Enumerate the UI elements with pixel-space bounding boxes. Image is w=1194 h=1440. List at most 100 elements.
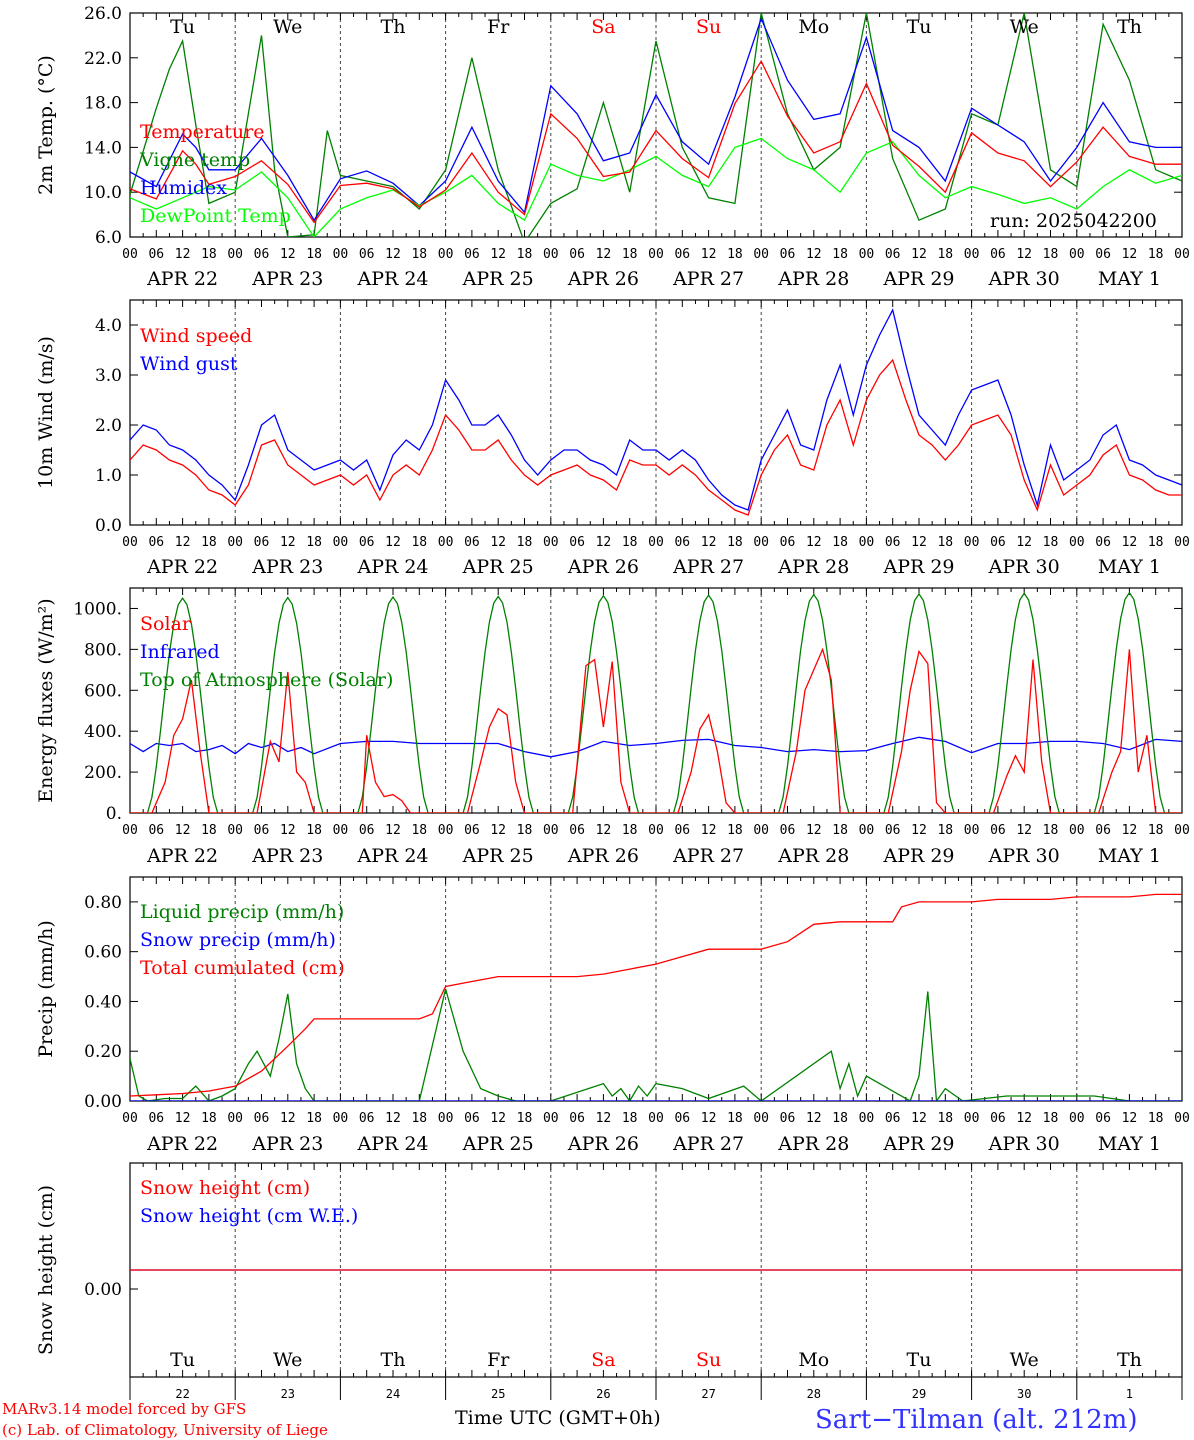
hour-tick-label: 12 — [385, 535, 401, 550]
hour-tick-label: 18 — [201, 535, 217, 550]
date-label: APR 23 — [251, 1133, 323, 1155]
hour-tick-label: 00 — [859, 247, 875, 262]
hour-tick-label: 18 — [1148, 247, 1164, 262]
weekday-label: Tu — [907, 16, 932, 38]
hour-tick-label: 18 — [411, 1111, 427, 1126]
hour-tick-label: 06 — [990, 535, 1006, 550]
day-number-label: 24 — [386, 1387, 400, 1401]
hour-tick-label: 12 — [596, 247, 612, 262]
series-line-humidex — [130, 16, 1182, 222]
hour-tick-label: 18 — [1148, 535, 1164, 550]
hour-tick-label: 12 — [701, 247, 717, 262]
hour-tick-label: 12 — [490, 823, 506, 838]
hour-tick-label: 00 — [122, 535, 138, 550]
hour-tick-label: 18 — [937, 535, 953, 550]
hour-tick-label: 06 — [990, 1111, 1006, 1126]
y-tick-label: 26.0 — [84, 4, 122, 24]
hour-tick-label: 18 — [201, 1111, 217, 1126]
date-label: APR 22 — [146, 556, 218, 578]
hour-tick-label: 00 — [964, 823, 980, 838]
hour-tick-label: 18 — [727, 247, 743, 262]
legend-entry: Solar — [140, 613, 192, 635]
hour-tick-label: 06 — [674, 247, 690, 262]
hour-tick-label: 00 — [122, 1111, 138, 1126]
date-label: APR 27 — [672, 845, 744, 867]
y-tick-label: 2.0 — [95, 416, 122, 436]
hour-tick-label: 18 — [306, 1111, 322, 1126]
y-tick-label: 0.40 — [84, 992, 122, 1012]
legend-entry: Snow precip (mm/h) — [140, 929, 336, 951]
hour-tick-label: 12 — [175, 823, 191, 838]
hour-tick-label: 06 — [780, 1111, 796, 1126]
legend-entry: Temperature — [140, 121, 264, 143]
weekday-label: Th — [381, 16, 406, 38]
weekday-label: We — [273, 1349, 302, 1371]
hour-tick-label: 00 — [333, 823, 349, 838]
hour-tick-label: 12 — [175, 1111, 191, 1126]
hour-tick-label: 00 — [1069, 535, 1085, 550]
legend-entry: DewPoint Temp — [140, 205, 291, 227]
weekday-label: Th — [1117, 16, 1142, 38]
legend-entry: Humidex — [140, 177, 227, 199]
hour-tick-label: 00 — [543, 535, 559, 550]
weekday-label: Mo — [798, 16, 829, 38]
hour-tick-label: 12 — [596, 535, 612, 550]
panel-temperature: 6.0 10.0 14.0 18.0 22.0 26.0 2m Temp. (°C) Temp… — [35, 4, 1190, 290]
day-number-label: 28 — [807, 1387, 821, 1401]
hour-tick-label: 00 — [333, 1111, 349, 1126]
y-axis-label: 2m Temp. (°C) — [35, 55, 57, 195]
date-label: APR 28 — [777, 556, 849, 578]
hour-tick-label: 18 — [832, 535, 848, 550]
legend-entry: Liquid precip (mm/h) — [140, 901, 344, 923]
hour-tick-label: 12 — [911, 823, 927, 838]
hour-tick-label: 06 — [1095, 1111, 1111, 1126]
hour-tick-label: 06 — [148, 535, 164, 550]
y-tick-label: 0.00 — [84, 1092, 122, 1112]
hour-tick-label: 06 — [569, 823, 585, 838]
hour-tick-label: 00 — [753, 823, 769, 838]
hour-tick-label: 00 — [438, 823, 454, 838]
hour-tick-label: 06 — [464, 823, 480, 838]
series-line-temperature — [130, 59, 1182, 224]
hour-tick-label: 00 — [648, 1111, 664, 1126]
hour-tick-label: 12 — [280, 1111, 296, 1126]
hour-tick-label: 12 — [280, 823, 296, 838]
day-number-label: 22 — [175, 1387, 189, 1401]
date-label: APR 30 — [988, 268, 1060, 290]
hour-tick-label: 12 — [1016, 247, 1032, 262]
hour-tick-label: 18 — [622, 535, 638, 550]
hour-tick-label: 06 — [569, 1111, 585, 1126]
weekday-label: Fr — [487, 1349, 510, 1371]
hour-tick-label: 00 — [1174, 1111, 1190, 1126]
hour-tick-label: 00 — [1174, 823, 1190, 838]
hour-tick-label: 18 — [517, 535, 533, 550]
hour-tick-label: 06 — [1095, 535, 1111, 550]
hour-tick-label: 12 — [806, 1111, 822, 1126]
hour-tick-label: 12 — [1122, 247, 1138, 262]
hour-tick-label: 18 — [622, 823, 638, 838]
hour-tick-label: 06 — [674, 1111, 690, 1126]
date-label: APR 23 — [251, 556, 323, 578]
hour-tick-label: 00 — [859, 1111, 875, 1126]
hour-tick-label: 12 — [490, 1111, 506, 1126]
date-label: APR 27 — [672, 556, 744, 578]
weekday-label: Fr — [487, 16, 510, 38]
date-label: MAY 1 — [1098, 268, 1161, 290]
hour-tick-label: 12 — [701, 535, 717, 550]
weekday-label: Mo — [798, 1349, 829, 1371]
hour-tick-label: 00 — [859, 535, 875, 550]
date-label: APR 25 — [462, 845, 534, 867]
hour-tick-label: 18 — [1043, 247, 1059, 262]
hour-tick-label: 00 — [1069, 823, 1085, 838]
hour-tick-label: 06 — [254, 1111, 270, 1126]
hour-tick-label: 06 — [990, 823, 1006, 838]
date-label: APR 29 — [882, 1133, 954, 1155]
hour-tick-label: 18 — [411, 247, 427, 262]
hour-tick-label: 18 — [306, 535, 322, 550]
y-tick-label: 0. — [106, 804, 122, 824]
hour-tick-label: 18 — [727, 823, 743, 838]
hour-tick-label: 06 — [1095, 823, 1111, 838]
date-label: APR 29 — [882, 556, 954, 578]
y-tick-label: 800. — [84, 640, 122, 660]
